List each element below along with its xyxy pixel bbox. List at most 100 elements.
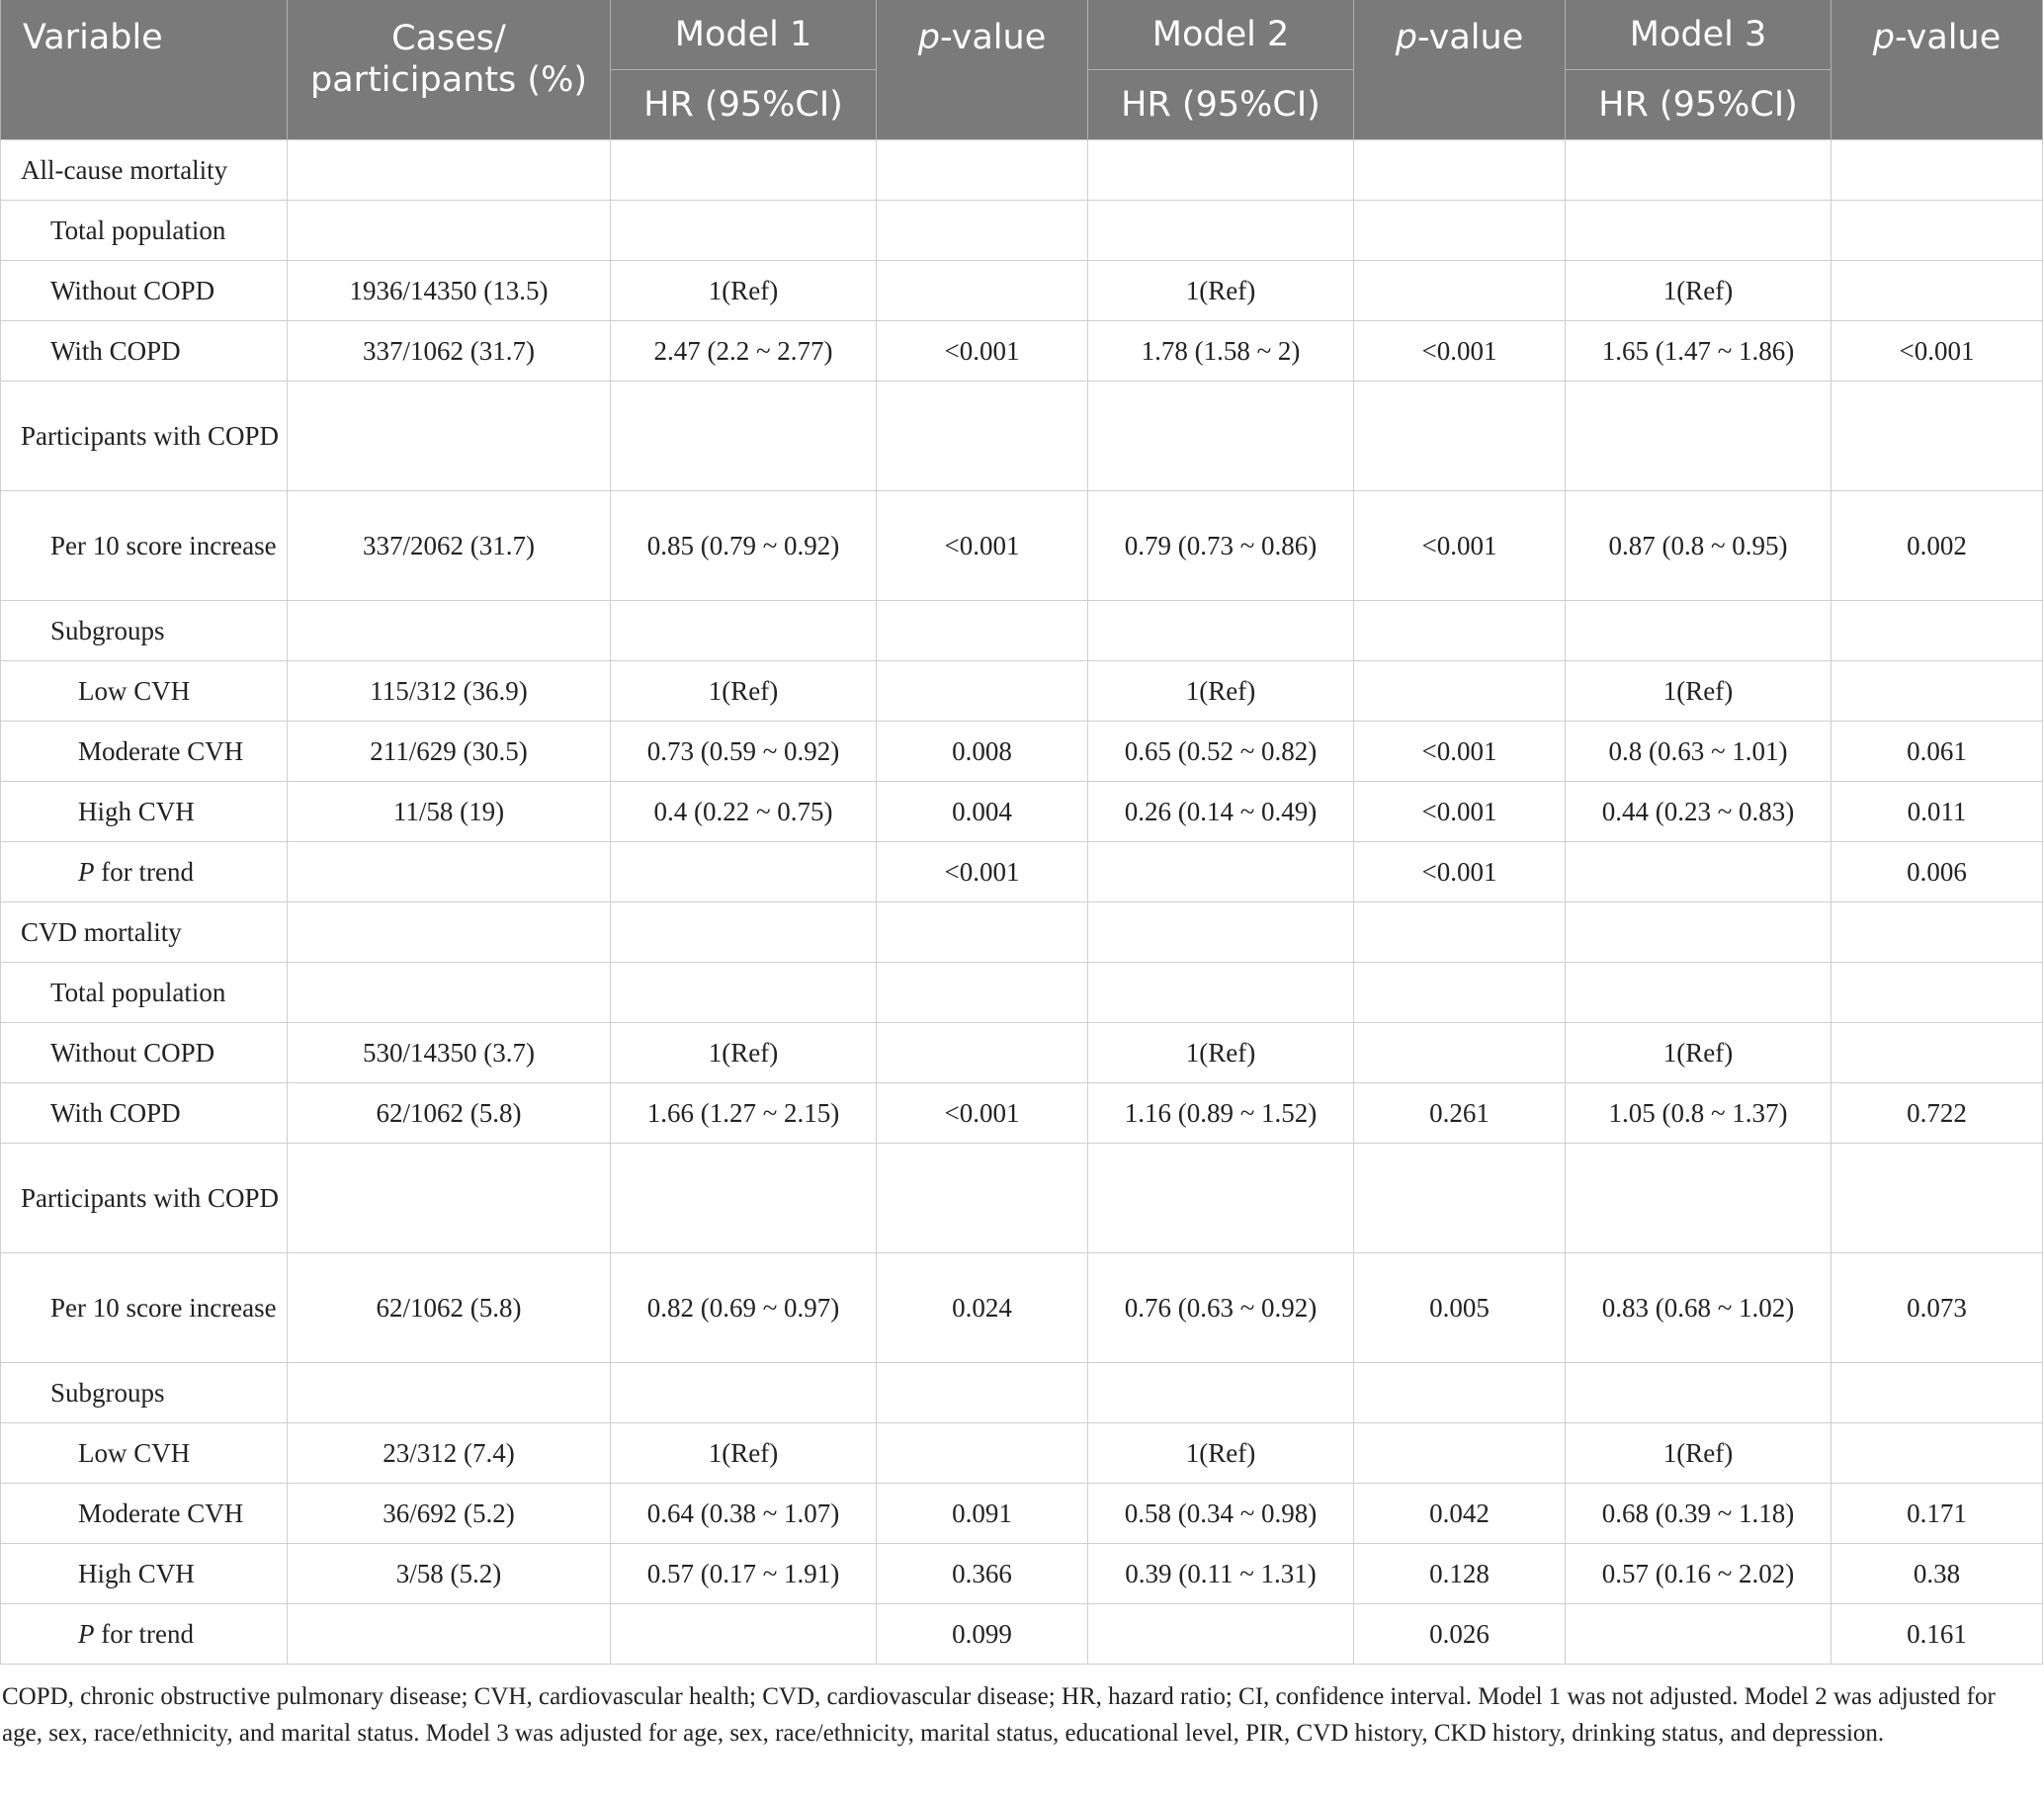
table-row: Total population: [0, 200, 2043, 261]
hr-model-3-cell: 0.44 (0.23 ~ 0.83): [1565, 781, 1831, 842]
header-model-2: Model 2: [1087, 0, 1354, 70]
row-label: Moderate CVH: [0, 721, 288, 782]
hr-model-1-cell: 2.47 (2.2 ~ 2.77): [610, 320, 877, 382]
hr-model-3-cell: [1565, 1362, 1831, 1423]
cases-cell: [287, 841, 611, 902]
p-model-2-cell: [1353, 1422, 1566, 1484]
hr-model-2-cell: 1(Ref): [1087, 260, 1354, 321]
row-label: Per 10 score increase: [0, 1252, 288, 1363]
hr-model-3-cell: 0.87 (0.8 ~ 0.95): [1565, 490, 1831, 601]
hr-model-1-cell: [610, 841, 877, 902]
p-model-3-cell: 0.171: [1831, 1483, 2043, 1544]
p-model-3-cell: 0.073: [1831, 1252, 2043, 1363]
hr-model-1-cell: [610, 200, 877, 261]
row-label-text: Moderate CVH: [78, 736, 244, 766]
row-label-text: Participants with COPD: [21, 1183, 279, 1213]
table-row: High CVH 11/58 (19) 0.4 (0.22 ~ 0.75) 0.004…: [0, 781, 2043, 842]
p-model-2-cell: [1353, 962, 1566, 1023]
cases-cell: [287, 600, 611, 661]
p-model-3-cell: [1831, 381, 2043, 491]
hr-model-1-cell: [610, 1362, 877, 1423]
p-model-2-cell: [1353, 260, 1566, 321]
p-model-1-cell: [876, 1143, 1088, 1253]
cases-cell: 62/1062 (5.8): [287, 1252, 611, 1363]
hr-model-2-cell: [1087, 841, 1354, 902]
table-row: CVD mortality: [0, 901, 2043, 963]
p-model-1-cell: [876, 901, 1088, 963]
p-model-3-cell: 0.061: [1831, 721, 2043, 782]
row-label-text: With COPD: [50, 336, 181, 366]
row-label-text: Low CVH: [78, 1438, 191, 1468]
p-model-3-cell: 0.38: [1831, 1543, 2043, 1604]
hr-model-1-cell: 1(Ref): [610, 1422, 877, 1484]
cases-cell: 337/1062 (31.7): [287, 320, 611, 382]
p-model-2-cell: 0.128: [1353, 1543, 1566, 1604]
table-row: Participants with COPD: [0, 381, 2043, 491]
p-model-1-cell: [876, 962, 1088, 1023]
table-body: All-cause mortality Total population Witho…: [0, 139, 2043, 1665]
row-label: All-cause mortality: [0, 139, 288, 201]
hr-model-2-cell: [1087, 600, 1354, 661]
row-label-text: Subgroups: [50, 616, 165, 645]
table-row: Participants with COPD: [0, 1143, 2043, 1253]
table-row: Without COPD 530/14350 (3.7) 1(Ref) 1(Ref) 1…: [0, 1022, 2043, 1083]
hr-model-3-cell: [1565, 139, 1831, 201]
p-suffix: -value: [1416, 18, 1524, 57]
p-model-2-cell: [1353, 1022, 1566, 1083]
row-label-italic: P: [78, 857, 95, 887]
p-model-1-cell: [876, 139, 1088, 201]
row-label: P for trend: [0, 1603, 288, 1665]
header-cases: Cases/ participants (%): [287, 0, 611, 140]
hr-model-2-cell: 1(Ref): [1087, 1022, 1354, 1083]
p-model-2-cell: [1353, 1143, 1566, 1253]
hr-model-2-cell: [1087, 901, 1354, 963]
hr-model-3-cell: 0.68 (0.39 ~ 1.18): [1565, 1483, 1831, 1544]
cases-cell: [287, 200, 611, 261]
hr-model-2-cell: 0.76 (0.63 ~ 0.92): [1087, 1252, 1354, 1363]
cases-cell: [287, 962, 611, 1023]
p-model-2-cell: <0.001: [1353, 781, 1566, 842]
hr-model-1-cell: 1(Ref): [610, 660, 877, 722]
hr-model-1-cell: 0.85 (0.79 ~ 0.92): [610, 490, 877, 601]
hr-model-3-cell: 1.65 (1.47 ~ 1.86): [1565, 320, 1831, 382]
p-model-2-cell: [1353, 139, 1566, 201]
p-model-3-cell: 0.002: [1831, 490, 2043, 601]
row-label-text: All-cause mortality: [21, 155, 228, 185]
p-model-1-cell: 0.099: [876, 1603, 1088, 1665]
row-label: Moderate CVH: [0, 1483, 288, 1544]
p-suffix: -value: [1894, 18, 2001, 57]
row-label-text: Without COPD: [50, 276, 215, 305]
p-model-3-cell: [1831, 962, 2043, 1023]
table-row: Per 10 score increase 62/1062 (5.8) 0.82 (…: [0, 1252, 2043, 1363]
hr-model-2-cell: 0.39 (0.11 ~ 1.31): [1087, 1543, 1354, 1604]
table-row: High CVH 3/58 (5.2) 0.57 (0.17 ~ 1.91) 0.36…: [0, 1543, 2043, 1604]
hr-model-3-cell: [1565, 200, 1831, 261]
row-label: With COPD: [0, 320, 288, 382]
p-model-1-cell: [876, 381, 1088, 491]
p-model-2-cell: <0.001: [1353, 841, 1566, 902]
hr-model-3-cell: 1(Ref): [1565, 660, 1831, 722]
table-row: With COPD 337/1062 (31.7) 2.47 (2.2 ~ 2.77…: [0, 320, 2043, 382]
header-model-1: Model 1: [610, 0, 877, 70]
p-model-3-cell: [1831, 200, 2043, 261]
table-row: Moderate CVH 211/629 (30.5) 0.73 (0.59 ~ 0…: [0, 721, 2043, 782]
p-model-1-cell: 0.091: [876, 1483, 1088, 1544]
p-model-1-cell: 0.366: [876, 1543, 1088, 1604]
p-model-1-cell: <0.001: [876, 841, 1088, 902]
hr-model-1-cell: [610, 1603, 877, 1665]
table-row: Subgroups: [0, 600, 2043, 661]
row-label: With COPD: [0, 1082, 288, 1144]
header-model-3: Model 3: [1565, 0, 1831, 70]
cases-cell: [287, 139, 611, 201]
p-model-3-cell: 0.161: [1831, 1603, 2043, 1665]
header-p-value-1: p-value: [876, 0, 1088, 140]
p-model-1-cell: <0.001: [876, 320, 1088, 382]
p-model-1-cell: [876, 1422, 1088, 1484]
p-model-3-cell: <0.001: [1831, 320, 2043, 382]
p-model-1-cell: [876, 1022, 1088, 1083]
row-label-italic: P: [78, 1619, 95, 1649]
hr-model-3-cell: [1565, 381, 1831, 491]
p-model-2-cell: 0.005: [1353, 1252, 1566, 1363]
hr-model-2-cell: 0.58 (0.34 ~ 0.98): [1087, 1483, 1354, 1544]
hr-model-1-cell: 0.82 (0.69 ~ 0.97): [610, 1252, 877, 1363]
